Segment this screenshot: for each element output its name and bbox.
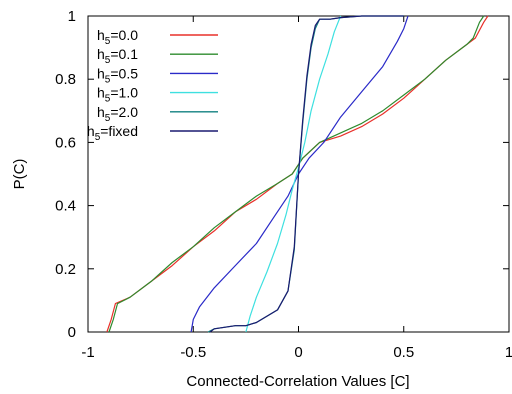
x-tick-label: 0.5 (393, 344, 414, 361)
series-line-3 (190, 15, 409, 333)
y-axis-label: P(C) (11, 159, 28, 190)
x-tick-label: 1 (505, 344, 512, 361)
y-tick-label: 1 (68, 8, 76, 25)
series-line-4 (245, 15, 342, 333)
y-tick-label: 0 (68, 324, 76, 341)
series-lines (106, 15, 489, 333)
x-tick-label: -0.5 (180, 344, 206, 361)
y-tick-label: 0.2 (55, 261, 76, 278)
legend-label: h5=1.0 (97, 85, 138, 105)
legend-label: h5=0.1 (97, 46, 138, 66)
y-tick-label: 0.4 (55, 198, 76, 215)
series-line-5 (207, 15, 404, 333)
axis-ticks: -1 -0.5 0 0.5 1 0 0.2 0.4 0.6 0.8 1 (55, 8, 512, 361)
x-tick-label: 0 (294, 344, 302, 361)
legend-label: h5=fixed (87, 123, 138, 143)
x-tick-label: -1 (81, 344, 94, 361)
legend: h5=0.0h5=0.1h5=0.5h5=1.0h5=2.0h5=fixed (87, 27, 218, 143)
legend-label: h5=0.0 (97, 27, 138, 47)
legend-label: h5=2.0 (97, 104, 138, 124)
y-tick-label: 0.8 (55, 71, 76, 88)
series-line-6 (209, 15, 404, 333)
x-axis-label: Connected-Correlation Values [C] (186, 373, 409, 390)
legend-label: h5=0.5 (97, 65, 138, 85)
series-line-2 (108, 15, 485, 333)
series-line-1 (106, 15, 489, 333)
y-tick-label: 0.6 (55, 134, 76, 151)
